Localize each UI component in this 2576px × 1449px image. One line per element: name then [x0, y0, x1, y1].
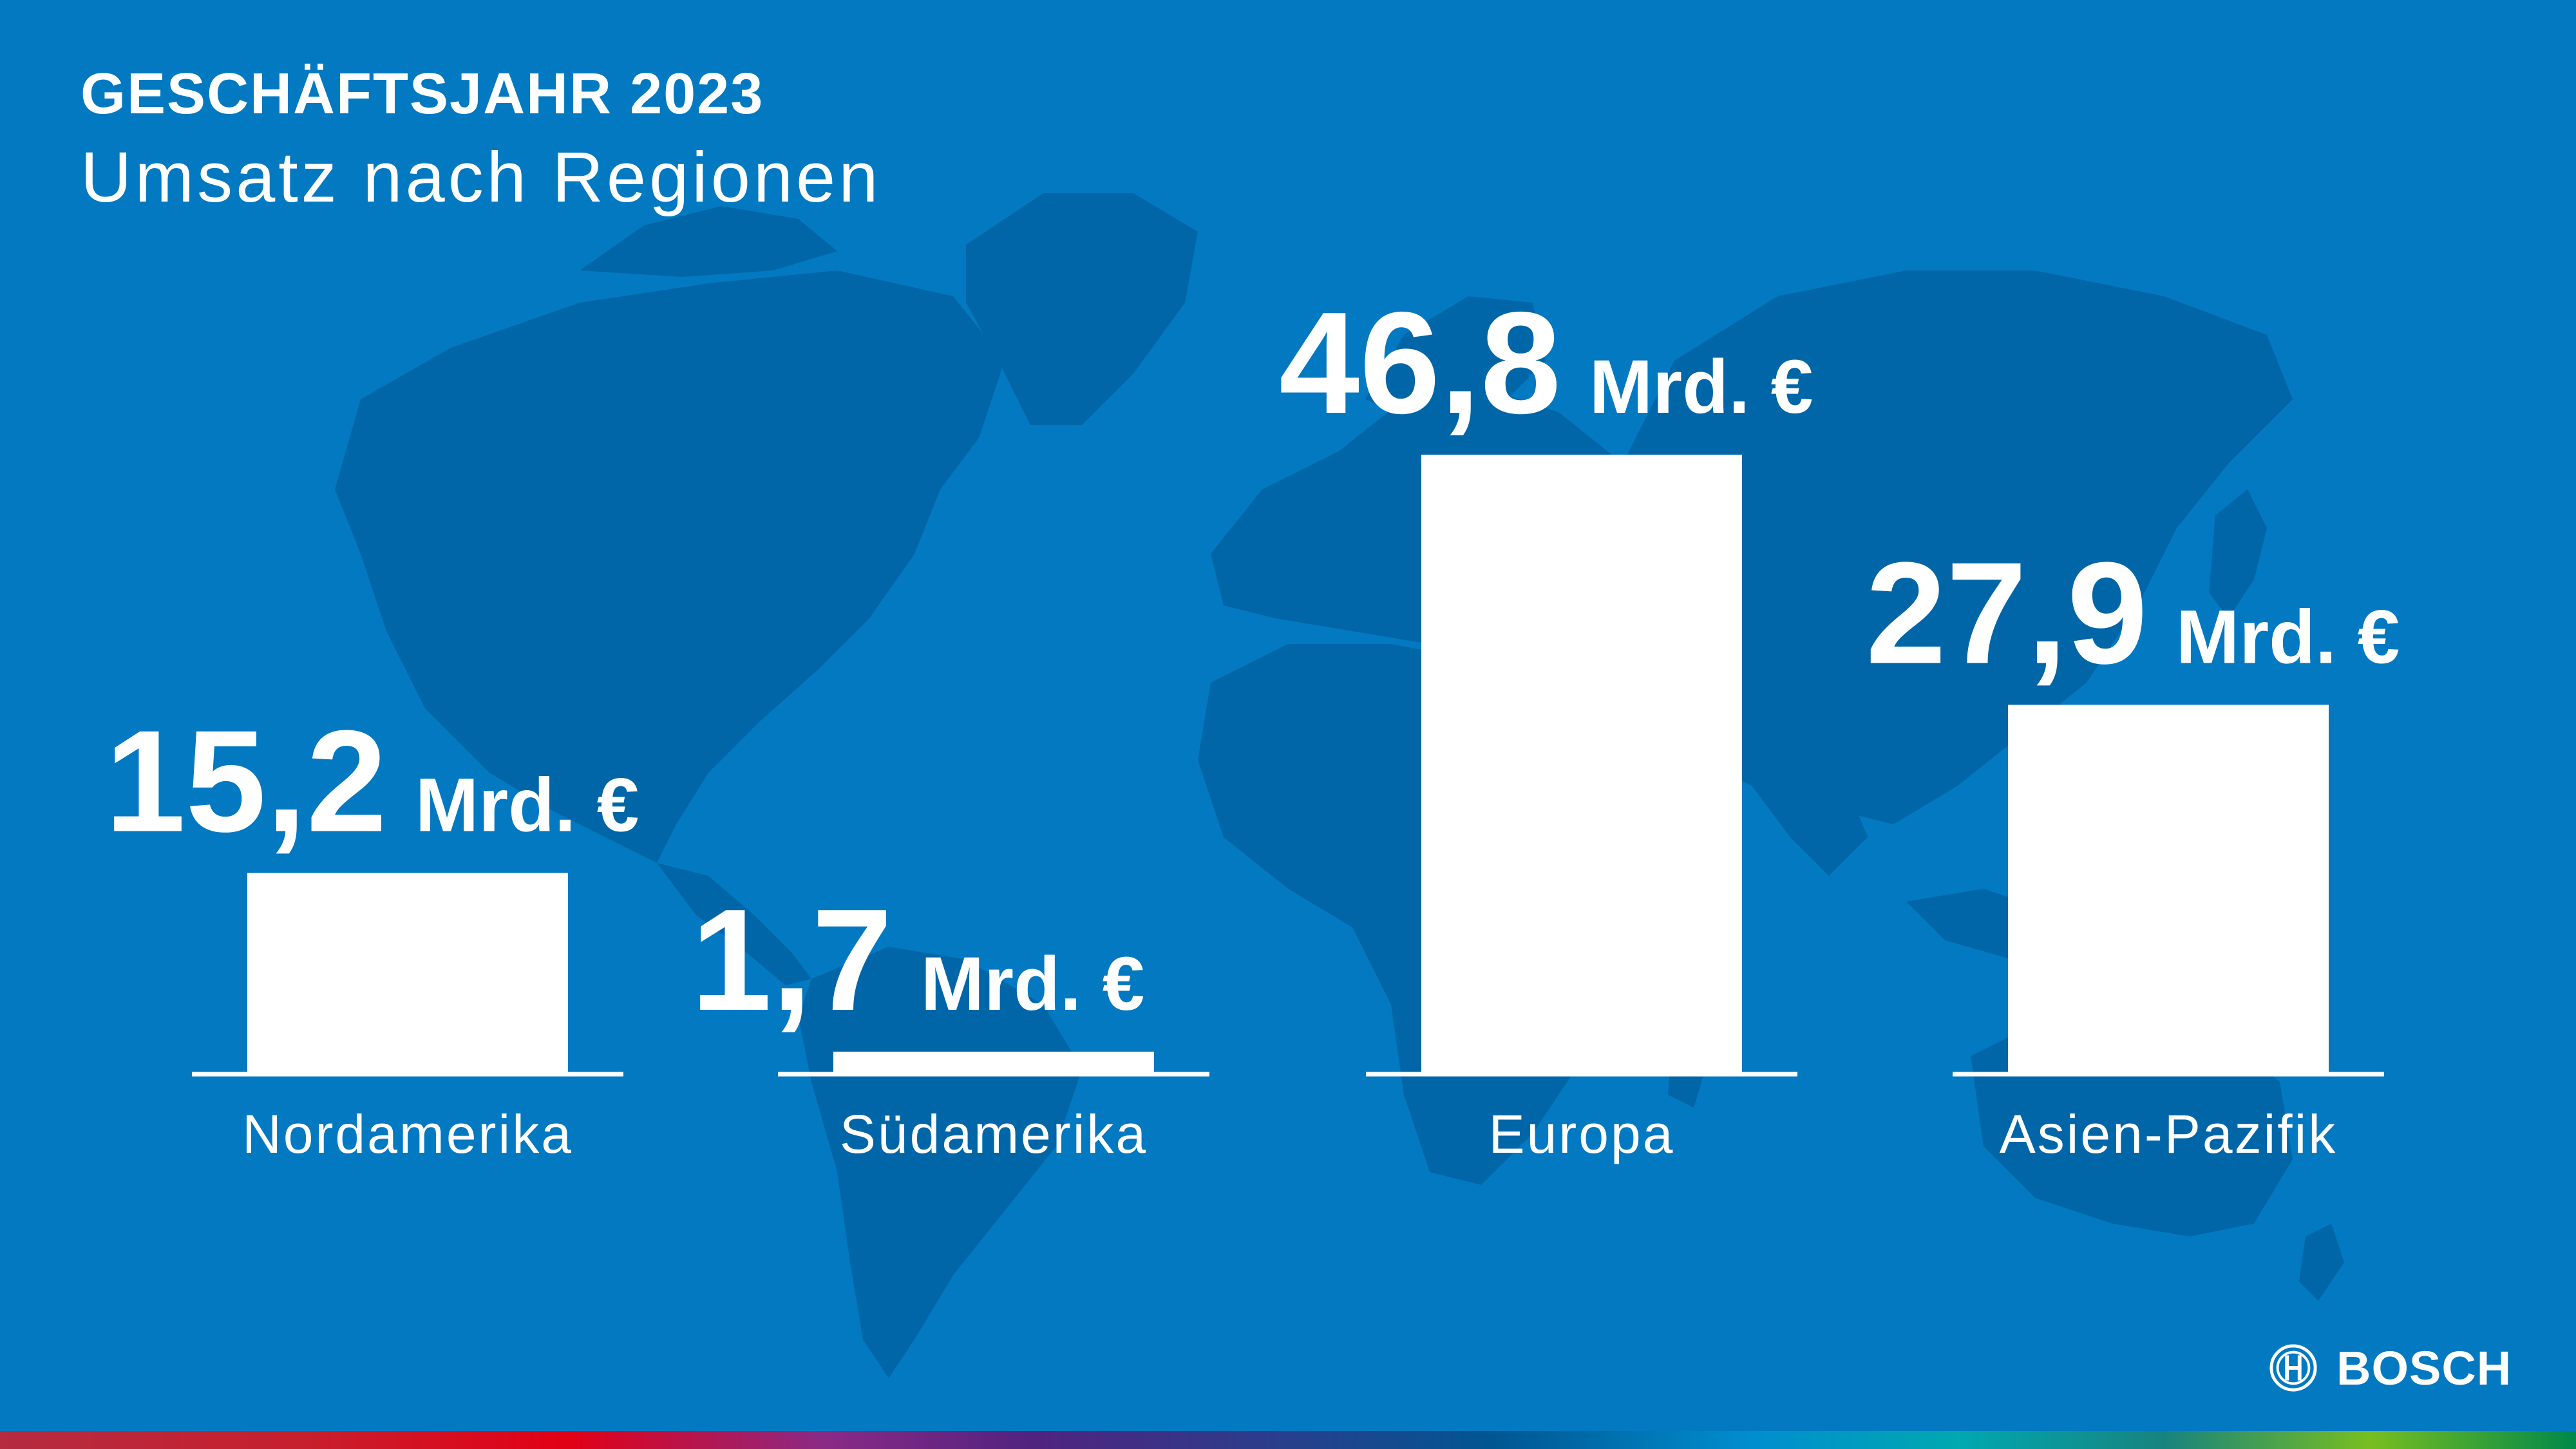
map-new-zealand	[2299, 1224, 2344, 1301]
map-greenland	[966, 193, 1198, 425]
value-unit-nordamerika: Mrd. €	[415, 763, 639, 848]
map-north-america	[335, 270, 1005, 863]
category-label-europa: Europa	[1489, 1104, 1675, 1164]
value-number-asien-pazifik: 27,9	[1866, 532, 2148, 694]
value-number-nordamerika: 15,2	[105, 700, 387, 862]
kicker-title: GESCHÄFTSJAHR 2023	[80, 62, 764, 126]
chart-title: Umsatz nach Regionen	[80, 138, 882, 217]
value-label-s-damerika: 1,7 Mrd. €	[691, 878, 1144, 1041]
value-label-europa: 46,8 Mrd. €	[1279, 281, 1813, 444]
value-label-asien-pazifik: 27,9 Mrd. €	[1866, 532, 2400, 694]
bar-asien-pazifik	[2008, 705, 2329, 1074]
value-unit-asien-pazifik: Mrd. €	[2176, 595, 2400, 680]
bosch-armature-icon	[2269, 1344, 2317, 1392]
value-number-s-damerika: 1,7	[691, 878, 893, 1041]
category-label-s-damerika: Südamerika	[840, 1104, 1148, 1164]
value-number-europa: 46,8	[1279, 281, 1561, 444]
bar-europa	[1421, 455, 1742, 1074]
bosch-logo-text: BOSCH	[2336, 1341, 2512, 1395]
map-japan	[2209, 489, 2267, 618]
category-label-nordamerika: Nordamerika	[242, 1104, 573, 1164]
brand-color-stripe	[0, 1431, 2576, 1449]
value-label-nordamerika: 15,2 Mrd. €	[105, 700, 639, 862]
map-arctic-islands	[580, 206, 837, 277]
bar-s-damerika	[833, 1052, 1154, 1074]
value-unit-s-damerika: Mrd. €	[921, 942, 1145, 1027]
map-asia	[1623, 270, 2293, 824]
category-label-asien-pazifik: Asien-Pazifik	[2000, 1104, 2338, 1164]
bar-nordamerika	[247, 873, 568, 1074]
value-unit-europa: Mrd. €	[1589, 345, 1814, 430]
bosch-logo: BOSCH	[2268, 1341, 2512, 1395]
map-central-america	[657, 863, 811, 985]
map-scandinavia	[1365, 296, 1546, 425]
